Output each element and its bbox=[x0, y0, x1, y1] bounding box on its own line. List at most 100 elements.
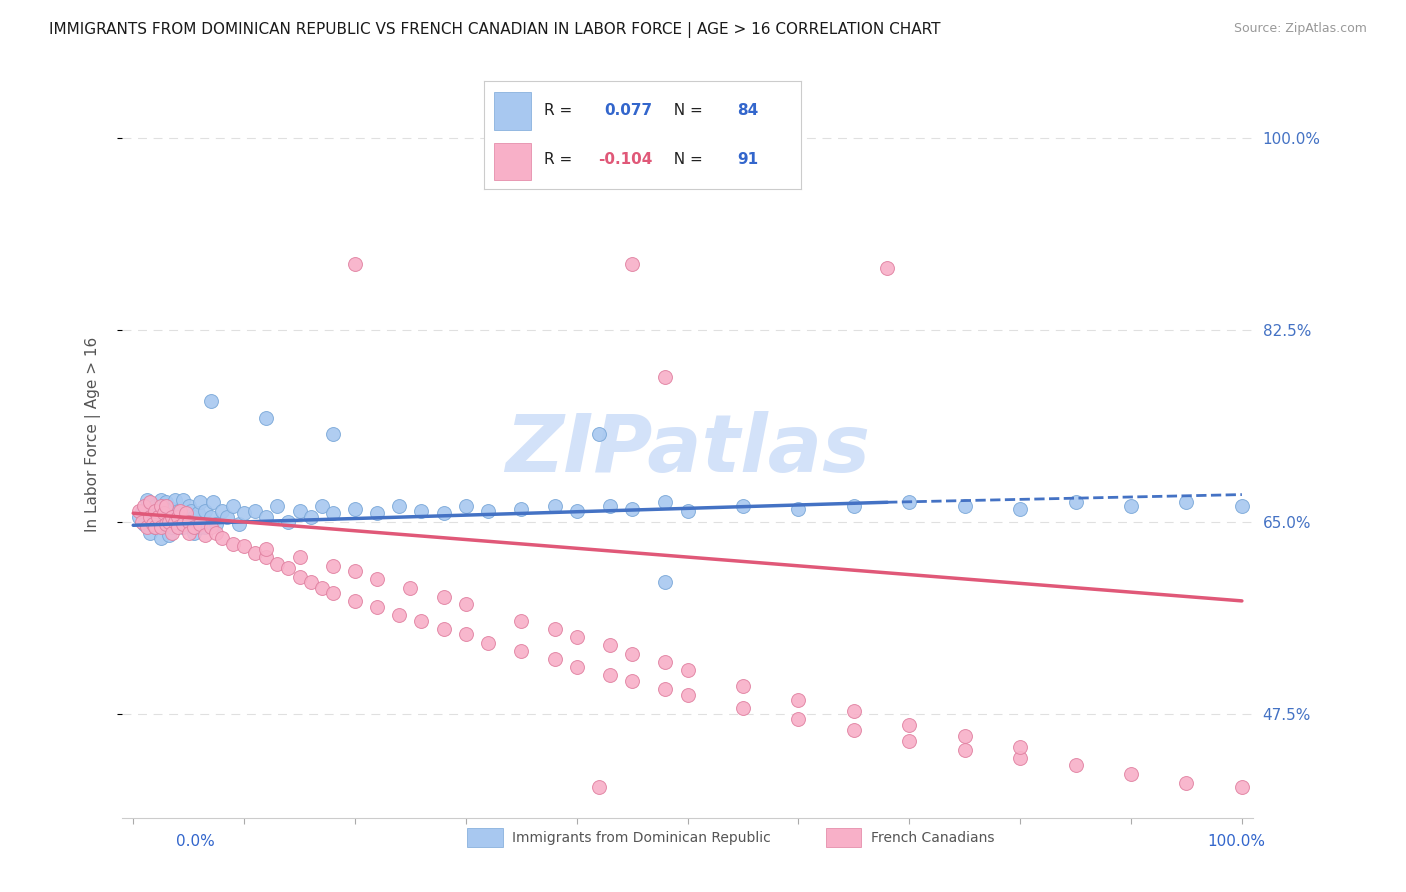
Point bbox=[160, 509, 183, 524]
Point bbox=[343, 564, 366, 578]
Point bbox=[165, 515, 187, 529]
Text: Immigrants from Dominican Republic: Immigrants from Dominican Republic bbox=[512, 830, 772, 845]
Point bbox=[621, 257, 644, 271]
Point bbox=[1064, 495, 1087, 509]
Point bbox=[454, 597, 477, 611]
Point bbox=[654, 495, 676, 509]
Point bbox=[254, 410, 277, 425]
Point bbox=[139, 495, 162, 509]
Point bbox=[588, 780, 610, 795]
Point bbox=[588, 427, 610, 442]
Point bbox=[233, 506, 256, 520]
Point bbox=[254, 509, 277, 524]
Point bbox=[128, 504, 150, 518]
Point bbox=[183, 525, 205, 540]
Point bbox=[543, 652, 565, 666]
Point bbox=[565, 630, 588, 644]
Point bbox=[160, 501, 183, 516]
Point bbox=[343, 257, 366, 271]
Point bbox=[953, 729, 976, 743]
Point bbox=[322, 506, 344, 520]
Point bbox=[876, 260, 898, 275]
Point bbox=[654, 681, 676, 696]
Point bbox=[155, 517, 177, 532]
Point bbox=[399, 581, 422, 595]
Point bbox=[166, 509, 188, 524]
Point bbox=[1010, 501, 1032, 516]
Point bbox=[194, 528, 217, 542]
Point bbox=[953, 499, 976, 513]
Point bbox=[433, 506, 456, 520]
Point bbox=[765, 838, 787, 853]
Point bbox=[1119, 767, 1142, 781]
Point bbox=[243, 546, 266, 560]
Point bbox=[139, 509, 162, 524]
Point bbox=[149, 499, 172, 513]
Point bbox=[388, 608, 411, 623]
Point bbox=[165, 493, 187, 508]
Point bbox=[477, 635, 499, 649]
Text: Source: ZipAtlas.com: Source: ZipAtlas.com bbox=[1233, 22, 1367, 36]
Point bbox=[176, 506, 198, 520]
Point bbox=[731, 680, 754, 694]
Point bbox=[149, 520, 172, 534]
Point bbox=[146, 506, 169, 520]
Point bbox=[172, 493, 194, 508]
Point bbox=[898, 734, 921, 748]
Point bbox=[621, 647, 644, 661]
Point bbox=[322, 558, 344, 573]
Point bbox=[787, 712, 810, 726]
Point bbox=[176, 506, 198, 520]
Point bbox=[157, 528, 180, 542]
Point bbox=[621, 673, 644, 688]
Point bbox=[676, 504, 699, 518]
Point bbox=[388, 499, 411, 513]
Point bbox=[787, 692, 810, 706]
Point bbox=[565, 504, 588, 518]
Point bbox=[787, 501, 810, 516]
Point bbox=[411, 614, 433, 628]
Point bbox=[266, 557, 288, 571]
Point bbox=[139, 509, 162, 524]
Point bbox=[177, 517, 200, 532]
Point bbox=[676, 824, 699, 838]
Point bbox=[676, 663, 699, 677]
Point bbox=[200, 520, 222, 534]
Point bbox=[131, 504, 153, 518]
Point bbox=[599, 499, 621, 513]
Point bbox=[169, 509, 191, 524]
Point bbox=[1064, 758, 1087, 772]
Point bbox=[433, 623, 456, 637]
Point bbox=[183, 509, 205, 524]
Point bbox=[731, 701, 754, 715]
Point bbox=[131, 515, 153, 529]
Point bbox=[183, 520, 205, 534]
Text: IMMIGRANTS FROM DOMINICAN REPUBLIC VS FRENCH CANADIAN IN LABOR FORCE | AGE > 16 : IMMIGRANTS FROM DOMINICAN REPUBLIC VS FR… bbox=[49, 22, 941, 38]
Text: French Canadians: French Canadians bbox=[870, 830, 994, 845]
Point bbox=[160, 520, 183, 534]
Point bbox=[599, 638, 621, 652]
Point bbox=[842, 499, 865, 513]
Point bbox=[254, 542, 277, 557]
Point bbox=[454, 499, 477, 513]
Point bbox=[166, 517, 188, 532]
Point bbox=[155, 495, 177, 509]
Point bbox=[149, 517, 172, 532]
Point bbox=[1010, 739, 1032, 754]
Point bbox=[177, 525, 200, 540]
Point bbox=[153, 506, 176, 520]
Point bbox=[135, 520, 157, 534]
Point bbox=[343, 501, 366, 516]
Point bbox=[188, 517, 211, 532]
Point bbox=[202, 495, 225, 509]
Point bbox=[366, 600, 388, 615]
Point bbox=[254, 550, 277, 565]
Point bbox=[654, 575, 676, 590]
Point bbox=[166, 520, 188, 534]
Point bbox=[180, 504, 202, 518]
Point bbox=[1175, 495, 1198, 509]
Point bbox=[205, 517, 228, 532]
Point bbox=[510, 644, 533, 658]
Point bbox=[621, 501, 644, 516]
Point bbox=[142, 517, 165, 532]
